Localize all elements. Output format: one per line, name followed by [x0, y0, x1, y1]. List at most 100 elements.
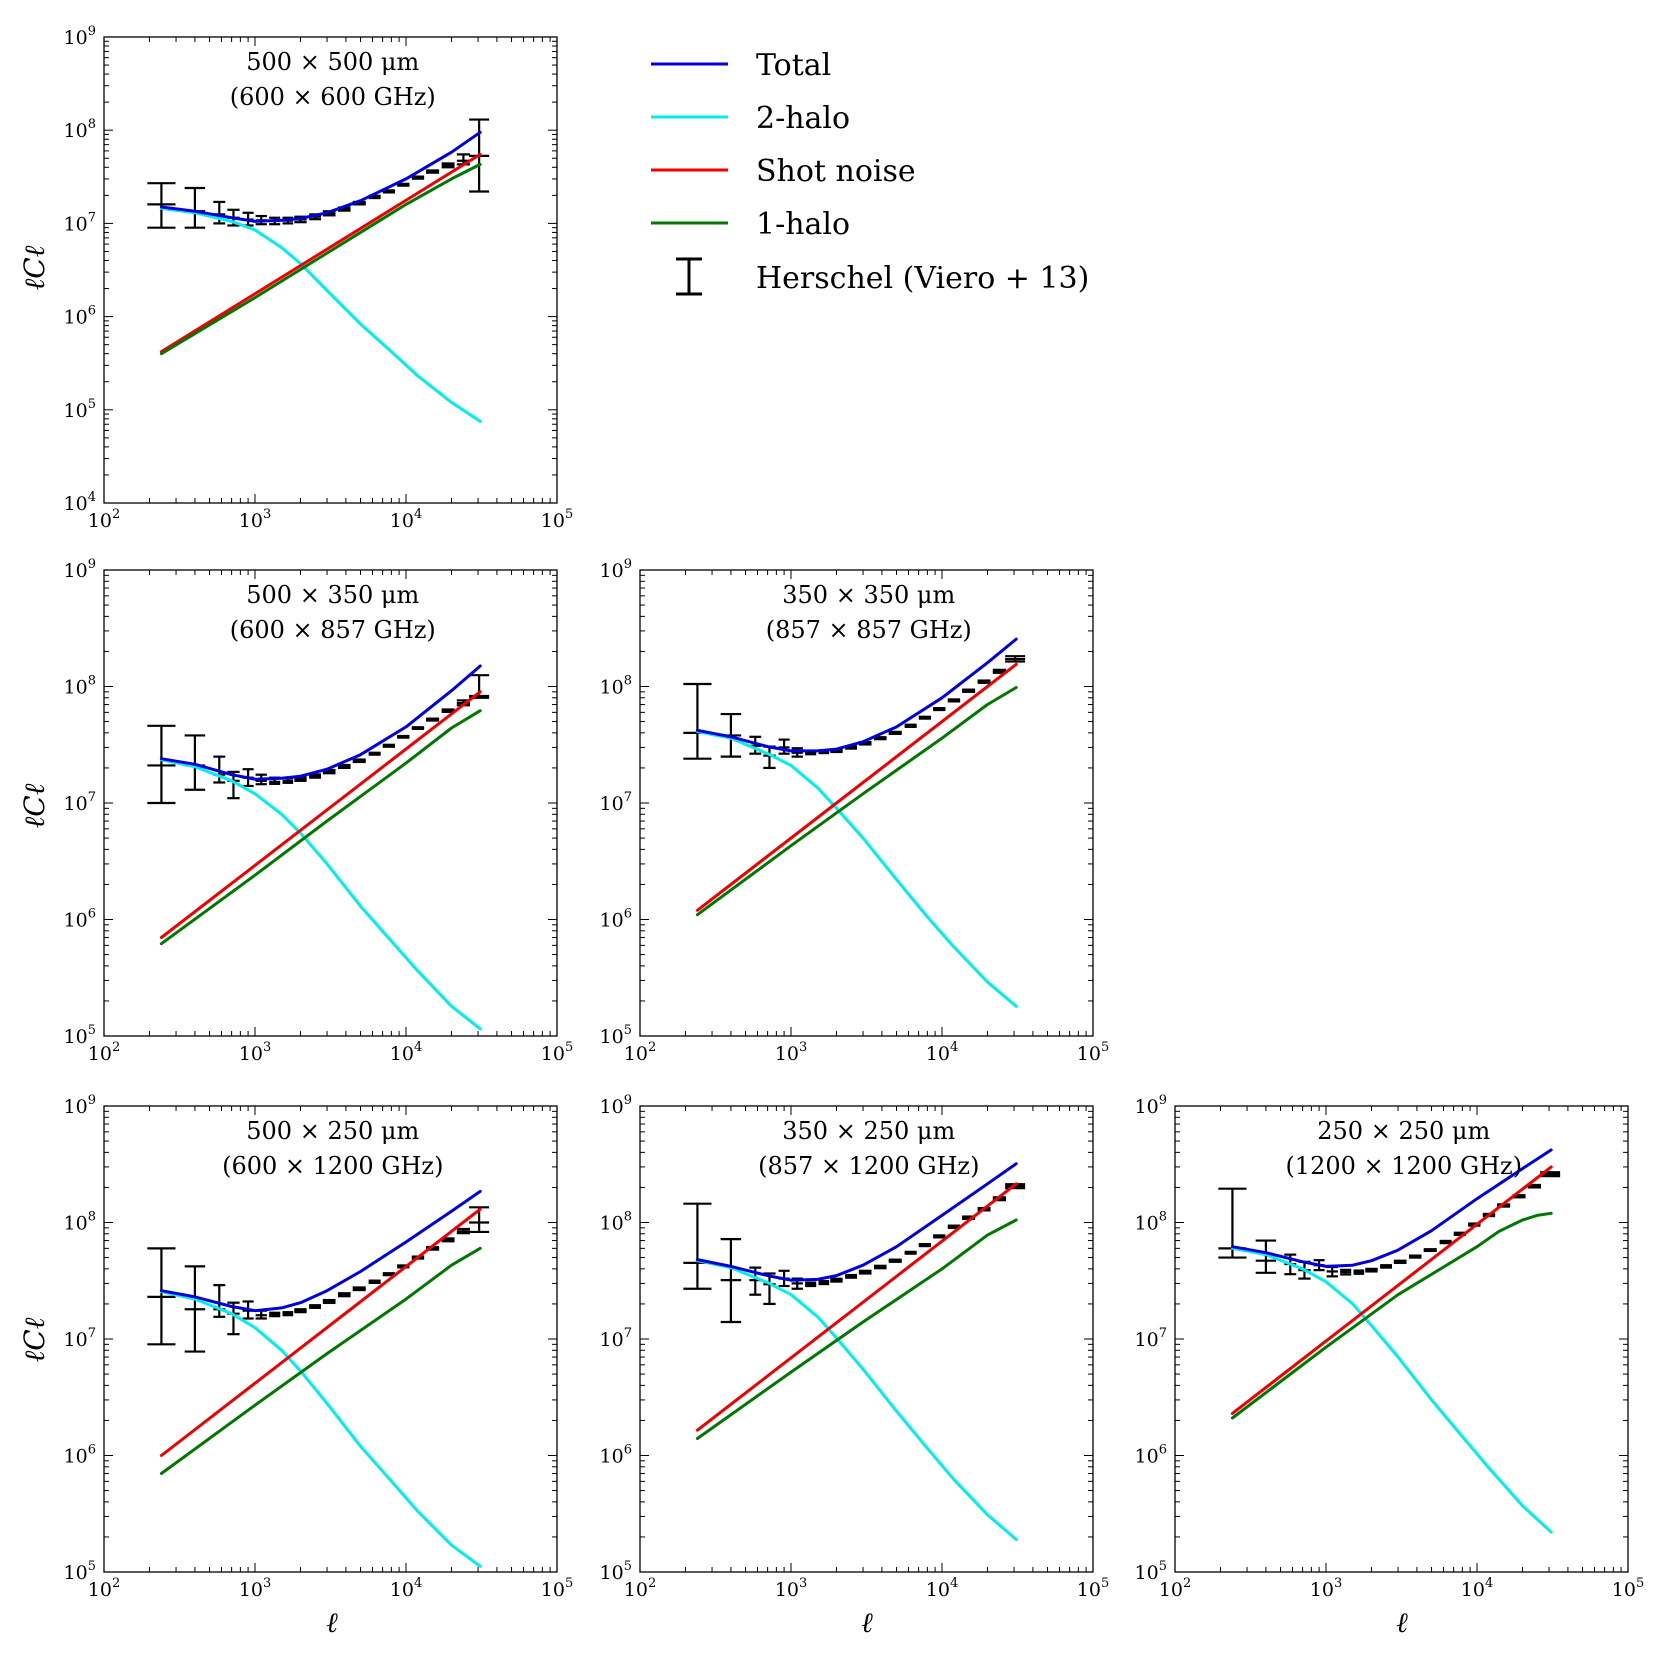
errorbar [337, 1292, 351, 1298]
errorbar [830, 1277, 843, 1283]
errorbar [441, 162, 455, 169]
errorbar [720, 1238, 742, 1324]
errorbar [184, 1265, 206, 1353]
series-onehalo [695, 686, 1018, 917]
errorbar [1005, 655, 1026, 663]
y-tick-label: 106 [1135, 1443, 1167, 1468]
errorbar [147, 724, 176, 805]
errorbar [411, 175, 425, 180]
panel-350x250: 102 103 104 105 105 106 107 108 109 350 × 250 μm (… [600, 1093, 1110, 1601]
panels-layer: 102 103 104 105 104 105 106 107 108 109 500 × 500 … [64, 24, 1645, 1601]
errorbar [426, 717, 440, 722]
x-tick-label: 103 [239, 507, 271, 532]
errorbar [1255, 1239, 1277, 1274]
errorbar [918, 1242, 931, 1248]
legend-label-1halo: 1-halo [756, 207, 850, 242]
legend-label-2halo: 2-halo [756, 101, 850, 136]
y-tick-label: 106 [64, 1443, 96, 1468]
errorbar [294, 1308, 307, 1314]
plot-area [1175, 1106, 1628, 1572]
series-twohalo [695, 1259, 1018, 1541]
series-shot [159, 152, 482, 354]
errorbar [382, 743, 395, 748]
axis-ticks [639, 1106, 1093, 1573]
x-tick-label: 104 [926, 1576, 958, 1601]
errorbar [368, 1279, 381, 1285]
errorbar [888, 1258, 902, 1263]
y-tick-label: 107 [600, 1326, 632, 1351]
x-tick-label: 105 [1077, 1576, 1109, 1601]
errorbar [397, 734, 410, 739]
axes-frame [639, 569, 1094, 1037]
errorbar [873, 1264, 887, 1270]
errorbar [411, 726, 425, 730]
y-tick-label: 105 [1135, 1559, 1167, 1584]
y-tick-label: 105 [64, 397, 96, 422]
errorbar [778, 738, 790, 755]
x-tick-label: 102 [88, 507, 120, 532]
y-tick-label: 109 [1135, 1093, 1167, 1118]
errorbar [962, 688, 976, 693]
series-twohalo [695, 730, 1018, 1008]
errorbar [456, 1227, 471, 1235]
y-tick-label: 108 [600, 674, 632, 699]
plot-content [683, 1162, 1026, 1541]
errorbar [469, 1206, 490, 1234]
series-onehalo [695, 1218, 1018, 1440]
x-tick-label: 103 [239, 1040, 271, 1065]
panel-500x350: 102 103 104 105 105 106 107 108 109 500 × 350 μm (… [64, 557, 574, 1065]
errorbar [309, 1304, 322, 1309]
x-tick-label: 104 [390, 507, 422, 532]
plot-content [147, 118, 490, 423]
x-tick-label: 102 [1159, 1576, 1191, 1601]
errorbar [1439, 1239, 1452, 1245]
series-total [695, 1162, 1018, 1282]
x-tick-label: 103 [775, 1576, 807, 1601]
series-shot [1230, 1165, 1553, 1415]
plot-content [683, 637, 1026, 1008]
plot-area [640, 570, 1093, 1036]
axes-frame [103, 1105, 558, 1573]
y-tick-label: 108 [64, 674, 96, 699]
y-tick-label: 109 [600, 557, 632, 582]
series-shot [159, 690, 482, 939]
legend-label-total: Total [756, 48, 831, 83]
panel-subtitle: (1200 × 1200 GHz) [1285, 1152, 1522, 1180]
panel-title: 500 × 500 μm [246, 48, 419, 76]
axis-ticks [103, 570, 557, 1037]
series-twohalo [1230, 1246, 1553, 1534]
errorbar [1408, 1254, 1422, 1259]
y-tick-label: 108 [64, 117, 96, 142]
legend-label-herschel: Herschel (Viero + 13) [756, 261, 1089, 296]
errorbar [147, 1247, 176, 1346]
axis-ticks [639, 570, 1093, 1037]
axes-frame [639, 1105, 1094, 1573]
series-twohalo [159, 206, 482, 423]
series-total [159, 1189, 482, 1313]
ylabel-row-2: ℓCℓ [18, 1317, 51, 1362]
x-tick-label: 102 [624, 1040, 656, 1065]
xlabel-col-1: ℓ [861, 1606, 873, 1639]
legend: Total 2-halo Shot noise 1-halo Herschel … [651, 48, 1089, 296]
errorbar [309, 773, 322, 779]
errorbar [933, 707, 946, 712]
panel-title: 500 × 350 μm [246, 581, 419, 609]
errorbar [368, 751, 381, 756]
errorbar [791, 747, 803, 758]
x-tick-label: 102 [88, 1576, 120, 1601]
plot-content [147, 664, 490, 1031]
ylabel-row-1: ℓCℓ [18, 783, 51, 828]
x-tick-label: 104 [1461, 1576, 1493, 1601]
y-tick-label: 109 [64, 24, 96, 49]
errorbar [977, 679, 991, 684]
errorbar [282, 1311, 294, 1317]
panel-subtitle: (857 × 857 GHz) [766, 616, 972, 644]
panel-title: 500 × 250 μm [246, 1117, 419, 1145]
y-tick-label: 109 [64, 1093, 96, 1118]
y-tick-label: 107 [64, 790, 96, 815]
axes-frame [103, 569, 558, 1037]
x-tick-label: 105 [541, 1576, 573, 1601]
series-onehalo [1230, 1211, 1553, 1420]
series-onehalo [159, 1246, 482, 1475]
